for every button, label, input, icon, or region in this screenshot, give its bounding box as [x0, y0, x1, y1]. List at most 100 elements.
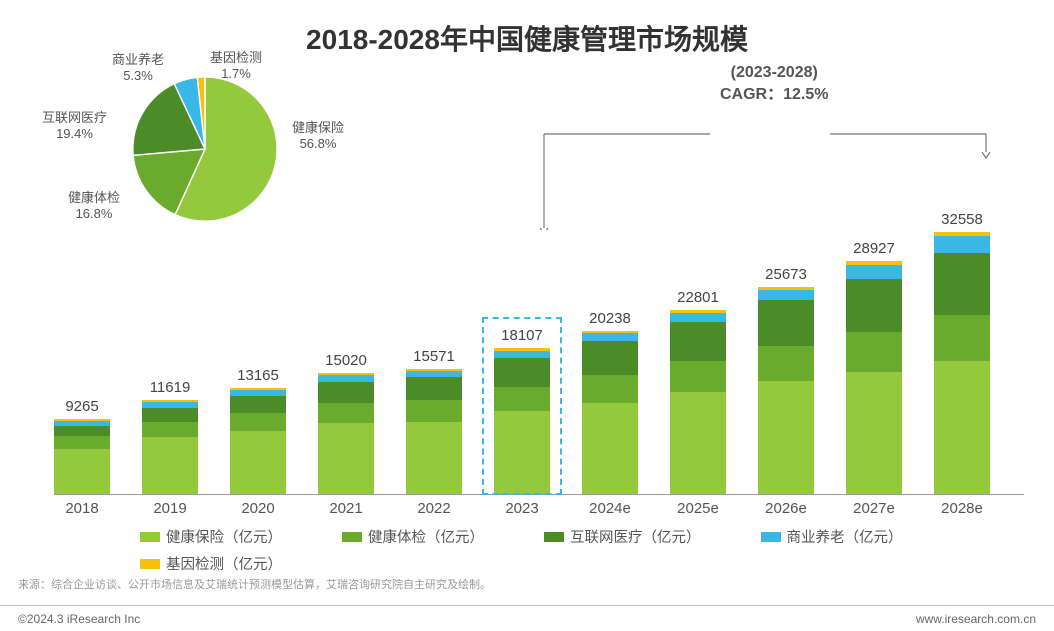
x-axis-label: 2028e — [934, 500, 990, 517]
legend-swatch — [761, 532, 781, 542]
x-axis-label: 2019 — [142, 500, 198, 517]
bar-total-label: 15020 — [325, 352, 367, 369]
bar-seg-health_checkup — [670, 361, 726, 392]
bar-seg-commercial_pension — [846, 265, 902, 280]
bar-seg-health_insurance — [670, 392, 726, 494]
bar-seg-internet_medical — [846, 279, 902, 332]
x-axis-label: 2018 — [54, 500, 110, 517]
x-axis-label: 2023 — [494, 500, 550, 517]
bar-seg-internet_medical — [494, 358, 550, 386]
bar-seg-health_insurance — [758, 381, 814, 494]
bar-seg-commercial_pension — [582, 333, 638, 341]
bar-seg-health_checkup — [758, 346, 814, 381]
bar-seg-health_checkup — [230, 413, 286, 430]
x-axis-label: 2022 — [406, 500, 462, 517]
legend-item-internet_medical: 互联网医疗（亿元） — [544, 526, 701, 547]
footer: ©2024.3 iResearch Inc www.iresearch.com.… — [0, 605, 1054, 631]
bar-total-label: 18107 — [501, 327, 543, 344]
chart-title: 2018-2028年中国健康管理市场规模 — [0, 0, 1054, 58]
bar-seg-health_insurance — [934, 361, 990, 494]
footer-url: www.iresearch.com.cn — [916, 612, 1036, 626]
bar-chart-area: 9265 11619 13165 15020 15571 18107 20238 22801 2… — [54, 225, 1024, 495]
bar-2021: 15020 — [318, 373, 374, 494]
bar-total-label: 11619 — [150, 379, 191, 396]
bar-seg-internet_medical — [670, 322, 726, 361]
legend-label: 健康体检（亿元） — [368, 526, 484, 547]
bar-seg-health_checkup — [54, 436, 110, 449]
pie-label-internet_medical: 互联网医疗19.4% — [42, 110, 107, 143]
bar-seg-internet_medical — [230, 396, 286, 413]
bar-seg-health_insurance — [846, 372, 902, 494]
legend: 健康保险（亿元） 健康体检（亿元） 互联网医疗（亿元） 商业养老（亿元） 基因检测（亿元… — [140, 526, 1014, 574]
bar-total-label: 22801 — [677, 289, 719, 306]
cagr-range: (2023-2028) — [720, 62, 828, 84]
bar-seg-commercial_pension — [758, 290, 814, 300]
pie-label-commercial_pension: 商业养老5.3% — [112, 52, 164, 85]
bar-2024e: 20238 — [582, 331, 638, 494]
copyright: ©2024.3 iResearch Inc — [18, 612, 140, 626]
bar-seg-health_insurance — [582, 403, 638, 494]
cagr-annotation: (2023-2028) CAGR：12.5% — [720, 62, 828, 105]
bar-total-label: 25673 — [765, 266, 807, 283]
bar-seg-internet_medical — [142, 408, 198, 422]
bar-total-label: 28927 — [853, 240, 895, 257]
x-axis-label: 2024e — [582, 500, 638, 517]
pie-label-health_checkup: 健康体检16.8% — [68, 190, 120, 223]
bar-total-label: 20238 — [589, 310, 631, 327]
cagr-value: CAGR：12.5% — [720, 84, 828, 106]
bar-seg-internet_medical — [54, 426, 110, 436]
legend-label: 互联网医疗（亿元） — [570, 526, 701, 547]
bar-seg-health_insurance — [142, 437, 198, 494]
bar-seg-commercial_pension — [494, 351, 550, 359]
bar-seg-health_checkup — [318, 403, 374, 423]
bar-seg-health_insurance — [494, 411, 550, 494]
bar-seg-health_insurance — [230, 431, 286, 494]
legend-item-health_insurance: 健康保险（亿元） — [140, 526, 282, 547]
bar-2019: 11619 — [142, 400, 198, 494]
bar-seg-health_checkup — [142, 422, 198, 437]
bar-2028e: 32558 — [934, 232, 990, 494]
bar-seg-commercial_pension — [406, 371, 462, 378]
x-axis-label: 2020 — [230, 500, 286, 517]
x-axis-label: 2021 — [318, 500, 374, 517]
bar-seg-internet_medical — [406, 377, 462, 400]
bar-seg-commercial_pension — [934, 236, 990, 254]
x-axis-label: 2027e — [846, 500, 902, 517]
legend-label: 商业养老（亿元） — [787, 526, 903, 547]
legend-label: 基因检测（亿元） — [166, 553, 282, 574]
pie-label-health_insurance: 健康保险56.8% — [292, 120, 344, 153]
bar-seg-internet_medical — [758, 300, 814, 346]
x-axis-label: 2025e — [670, 500, 726, 517]
legend-swatch — [140, 532, 160, 542]
x-axis-label: 2026e — [758, 500, 814, 517]
bar-2018: 9265 — [54, 419, 110, 494]
bar-total-label: 15571 — [413, 348, 455, 365]
legend-item-gene_testing: 基因检测（亿元） — [140, 553, 282, 574]
bar-seg-commercial_pension — [318, 375, 374, 382]
bar-seg-health_checkup — [494, 387, 550, 412]
bar-seg-health_insurance — [54, 449, 110, 494]
bar-seg-internet_medical — [582, 341, 638, 374]
bar-seg-health_insurance — [406, 422, 462, 494]
bar-seg-health_insurance — [318, 423, 374, 494]
bar-2026e: 25673 — [758, 287, 814, 494]
legend-swatch — [140, 559, 160, 569]
bar-seg-health_checkup — [846, 332, 902, 372]
bar-seg-internet_medical — [318, 382, 374, 403]
bar-total-label: 9265 — [65, 398, 98, 415]
legend-swatch — [544, 532, 564, 542]
bar-2027e: 28927 — [846, 261, 902, 494]
cagr-bracket — [540, 100, 1000, 230]
bar-seg-commercial_pension — [670, 313, 726, 322]
pie-label-gene_testing: 基因检测1.7% — [210, 50, 262, 83]
bar-2025e: 22801 — [670, 310, 726, 494]
bar-seg-health_checkup — [582, 375, 638, 403]
bar-total-label: 13165 — [237, 367, 279, 384]
legend-swatch — [342, 532, 362, 542]
legend-item-health_checkup: 健康体检（亿元） — [342, 526, 484, 547]
bar-2020: 13165 — [230, 388, 286, 494]
legend-item-commercial_pension: 商业养老（亿元） — [761, 526, 903, 547]
bar-seg-health_checkup — [934, 315, 990, 361]
bar-seg-health_checkup — [406, 400, 462, 421]
source-note: 来源：综合企业访谈、公开市场信息及艾瑞统计预测模型估算，艾瑞咨询研究院自主研究及… — [18, 576, 491, 592]
